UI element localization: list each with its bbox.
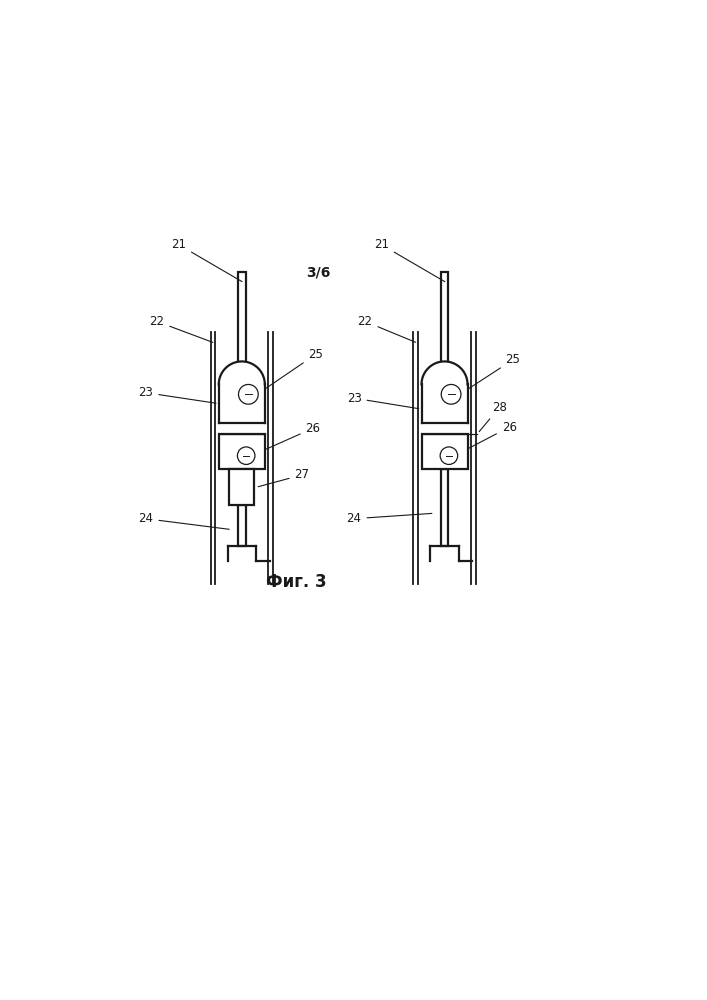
Text: 25: 25 [462,353,520,393]
Bar [421,434,467,469]
Polygon shape [218,361,265,384]
Text: 21: 21 [171,238,242,282]
Bar [238,505,245,546]
Text: 23: 23 [139,386,216,403]
Circle shape [238,447,255,464]
Bar [218,434,265,469]
Bar [238,272,245,365]
Text: 27: 27 [258,468,310,487]
Text: Фиг. 3: Фиг. 3 [267,573,327,591]
Bar [440,272,448,365]
Text: 26: 26 [257,422,320,453]
Text: 25: 25 [259,348,323,393]
Bar [218,384,265,423]
Polygon shape [421,361,467,384]
Circle shape [440,447,457,464]
Text: 3/6: 3/6 [306,265,331,279]
Circle shape [441,384,461,404]
Text: 22: 22 [358,315,416,342]
Text: 26: 26 [459,421,517,453]
Text: 22: 22 [149,315,213,342]
Bar [421,384,467,423]
Text: 28: 28 [479,401,507,432]
Circle shape [238,384,258,404]
Text: 24: 24 [346,512,432,525]
Bar [440,469,448,546]
Bar [229,469,255,505]
Text: 23: 23 [346,392,419,409]
Text: 24: 24 [139,512,229,529]
Text: 21: 21 [374,238,445,282]
